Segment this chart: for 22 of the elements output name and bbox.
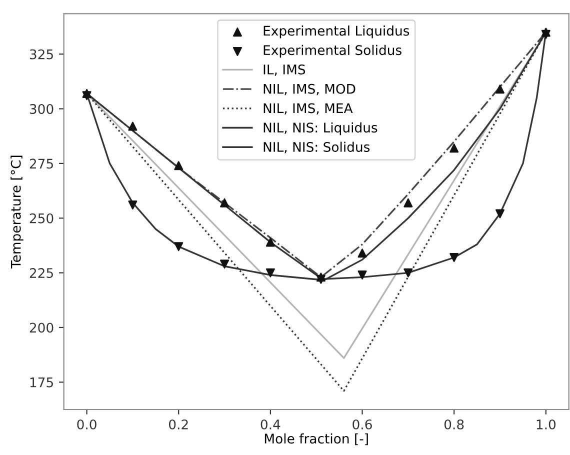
x-tick-label: 0.0 bbox=[77, 419, 96, 430]
legend-label: Experimental Liquidus bbox=[264, 26, 410, 38]
x-axis-title: Mole fraction [-] bbox=[264, 433, 368, 446]
y-axis-title: Temperature [°C] bbox=[10, 156, 24, 269]
y-tick-label: 300 bbox=[30, 104, 54, 114]
y-tick-label: 225 bbox=[30, 268, 53, 278]
legend-label: Experimental Solidus bbox=[264, 44, 402, 58]
y-tick-label: 175 bbox=[30, 378, 53, 388]
x-tick-label: 0.6 bbox=[352, 419, 372, 430]
x-tick-label: 0.4 bbox=[260, 419, 280, 430]
x-tick-label: 0.8 bbox=[444, 419, 464, 430]
legend-label: NIL, NIS: Solidus bbox=[264, 142, 370, 154]
x-tick-label: 1.0 bbox=[536, 419, 556, 430]
y-tick-label: 325 bbox=[30, 49, 53, 60]
legend-label: NIL, IMS, MEA bbox=[264, 103, 353, 115]
legend-label: IL, IMS bbox=[264, 64, 306, 76]
legend-label: NIL, NIS: Liquidus bbox=[264, 122, 378, 136]
x-tick-label: 0.2 bbox=[168, 419, 188, 430]
y-tick-label: 200 bbox=[30, 322, 54, 333]
legend-label: NIL, IMS, MOD bbox=[264, 84, 356, 96]
y-tick-label: 250 bbox=[30, 213, 54, 224]
y-tick-label: 275 bbox=[30, 158, 53, 169]
